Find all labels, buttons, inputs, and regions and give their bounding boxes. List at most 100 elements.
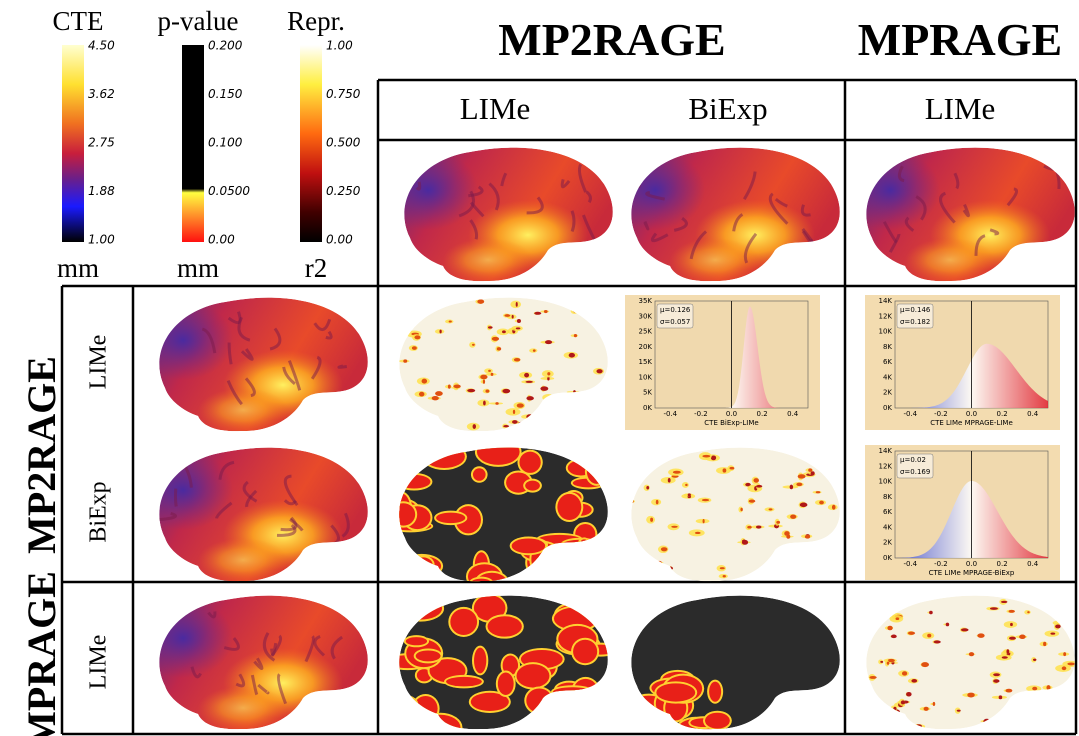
speckle <box>1005 688 1013 693</box>
sulcus <box>287 360 302 391</box>
y-tick-label: 35K <box>639 297 653 305</box>
x-tick-label: -0.4 <box>903 560 917 568</box>
speckle <box>534 311 542 315</box>
colorbar-unit: mm <box>57 253 99 283</box>
speckle <box>825 556 838 563</box>
patch <box>399 695 417 713</box>
patch <box>557 493 582 521</box>
speckle <box>418 391 425 397</box>
patch-edge <box>631 678 635 697</box>
speckle <box>631 499 634 504</box>
sulcus <box>215 501 233 519</box>
patch <box>474 647 487 674</box>
speckle <box>559 395 562 399</box>
brain-image <box>631 595 840 730</box>
speckle <box>929 610 933 615</box>
speckle <box>657 574 667 580</box>
speckle <box>829 461 840 468</box>
speckle <box>796 482 803 487</box>
sulcus <box>458 190 475 218</box>
patch <box>631 680 633 695</box>
sigma-label: σ=0.169 <box>900 468 930 476</box>
sulcus <box>337 364 347 369</box>
sulcus <box>743 232 758 264</box>
sulcus <box>159 511 177 522</box>
brain-region <box>198 388 288 432</box>
speckle <box>1055 624 1061 629</box>
x-axis-label: CTE BiExp-LIMe <box>704 419 758 427</box>
patch <box>552 687 593 697</box>
speckle <box>661 575 665 579</box>
y-tick-label: 8K <box>883 343 892 351</box>
speckle <box>477 299 485 304</box>
speckle <box>482 379 486 384</box>
patch <box>573 639 598 664</box>
speckle <box>768 508 773 511</box>
speckle <box>968 652 975 657</box>
speckle <box>776 520 781 524</box>
sulcus <box>289 518 304 532</box>
speckle <box>503 425 510 428</box>
speckle <box>660 571 674 579</box>
column-header: BiExp <box>688 91 767 126</box>
speckle <box>525 380 533 383</box>
sulcus <box>253 657 264 670</box>
colorbar <box>62 45 84 242</box>
speckle <box>411 346 417 350</box>
speckle <box>408 303 413 308</box>
sulcus <box>245 489 258 508</box>
histogram: 0K 2K 4K 6K 8K 10K 12K 14K -0.4 -0.2 0.0 0.2 0.4 CTE … <box>865 295 1060 430</box>
patch <box>589 702 604 714</box>
speckle <box>531 423 539 431</box>
sulcus <box>631 178 642 189</box>
sulcus <box>689 230 708 260</box>
patch <box>473 595 506 621</box>
patch <box>705 712 730 729</box>
colorbar-tick: 1.00 <box>88 233 115 247</box>
speckle <box>413 304 425 308</box>
patch <box>399 474 431 489</box>
speckle <box>1063 652 1067 657</box>
colorbar-title: p-value <box>158 6 239 36</box>
speckle <box>977 633 985 638</box>
sulcus <box>645 191 665 201</box>
brain-region <box>159 450 233 530</box>
sulcus <box>201 327 217 354</box>
speckle <box>631 455 638 462</box>
speckle <box>828 556 840 564</box>
speckle <box>1066 600 1073 605</box>
speckle <box>901 671 908 676</box>
speckle <box>411 322 417 325</box>
y-tick-label: 8K <box>883 493 892 501</box>
patch-edge <box>569 556 608 575</box>
speckle <box>400 416 407 421</box>
patch <box>586 459 607 484</box>
speckle <box>960 628 969 632</box>
sulcus <box>330 635 343 660</box>
speckle <box>504 314 511 317</box>
x-tick-label: -0.2 <box>934 410 948 418</box>
speckle <box>1032 658 1037 661</box>
speckle <box>453 384 461 389</box>
brain-region <box>866 150 940 230</box>
patch-edge <box>587 700 606 716</box>
colorbar-unit: r2 <box>305 253 328 283</box>
speckle <box>789 484 794 490</box>
x-axis-label: CTE LIMe MPRAGE-LIMe <box>930 419 1013 427</box>
x-tick-label: -0.4 <box>903 410 917 418</box>
speckle <box>472 424 476 429</box>
speckle <box>666 573 670 577</box>
speckle <box>783 560 791 565</box>
speckle <box>1061 666 1067 671</box>
row-label: BiExp <box>86 481 112 542</box>
speckle <box>573 390 576 394</box>
y-tick-label: 30K <box>639 312 653 320</box>
stats-box <box>896 453 934 479</box>
speckle <box>399 326 402 331</box>
sulcus <box>673 216 688 232</box>
patch <box>596 696 608 717</box>
speckle <box>634 560 638 564</box>
colorbar-tick: 3.62 <box>88 87 115 101</box>
column-header: LIMe <box>460 91 531 126</box>
speckle <box>547 396 551 399</box>
